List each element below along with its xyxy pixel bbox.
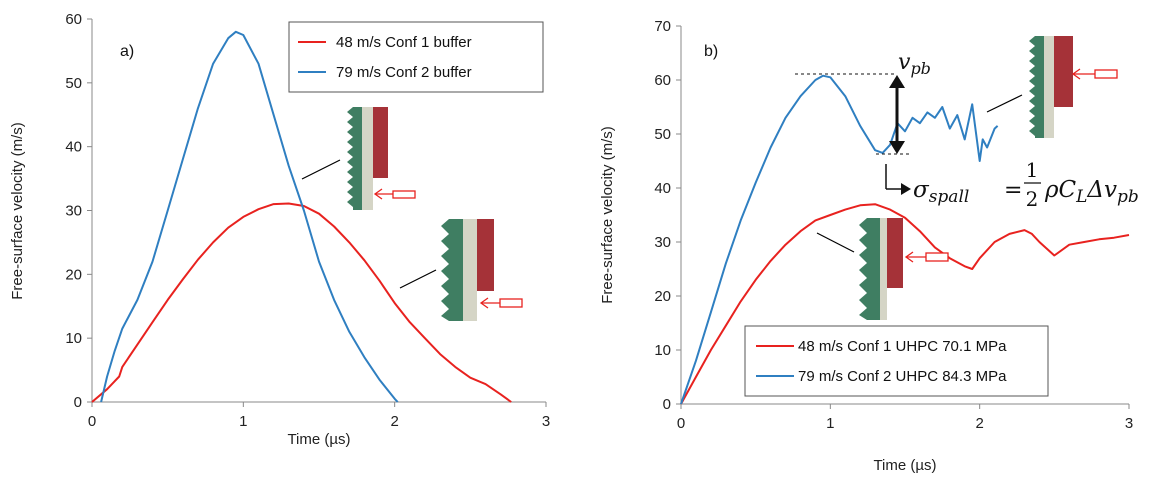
panel-b-y-axis-title: Free-surface velocity (m/s) [599, 126, 616, 304]
panel-b-formula-sigma: σ [913, 177, 930, 203]
panel-b-y-tick-label: 60 [654, 72, 671, 89]
panel-a-config2-concrete [353, 107, 362, 210]
panel-a-config2-buffer [362, 107, 373, 210]
panel-a-series-1-line [91, 202, 512, 403]
panel-b-config2-concrete [1035, 36, 1044, 138]
panel-a-x-tick-label: 3 [542, 413, 550, 430]
panel-a-config2-icon [301, 107, 416, 210]
panel-b-formula-arrowhead [901, 183, 911, 195]
panel-a: 0 10 20 30 40 50 60 0 1 2 3 a) Time (µs) Free-sur… [9, 11, 550, 448]
panel-b-series-2-line [680, 74, 999, 405]
panel-b-vpb-v: v [898, 50, 911, 75]
panel-b-config1-icon [816, 218, 949, 320]
panel-b-formula-rhoc-sub: L [1075, 187, 1087, 207]
panel-b-y-tick-label: 40 [654, 180, 671, 197]
panel-b-config1-buffer [880, 218, 887, 320]
panel-b-label: b) [704, 43, 718, 60]
panel-a-y-tick-label: 20 [65, 266, 82, 283]
panel-a-x-tick-label: 2 [390, 413, 398, 430]
panel-a-y-tick-label: 40 [65, 139, 82, 156]
panel-b-legend-label-1: 48 m/s Conf 1 UHPC 70.1 MPa [798, 338, 1007, 355]
panel-a-label: a) [120, 43, 134, 60]
panel-b-x-tick-label: 0 [677, 415, 685, 432]
panel-b-config2-arrow-head [1071, 68, 1081, 80]
panel-b-formula-rhoc: ρC [1044, 177, 1077, 203]
panel-a-config2-plate [373, 107, 388, 178]
panel-b-legend: 48 m/s Conf 1 UHPC 70.1 MPa 79 m/s Conf … [744, 325, 1049, 397]
panel-b-config1-concrete [867, 218, 880, 320]
panel-a-y-tick-label: 30 [65, 203, 82, 220]
panel-b-formula-delta-sub: pb [1117, 187, 1139, 207]
panel-b-y-tick-label: 30 [654, 234, 671, 251]
panel-a-y-tick-label: 10 [65, 330, 82, 347]
panel-a-config1-plate [477, 219, 494, 291]
panel-b-y-tick-label: 20 [654, 288, 671, 305]
panel-b-config2-teeth [1029, 36, 1035, 136]
panel-b-config1-plate [887, 218, 903, 288]
panel-a-config2-arrow-head [373, 188, 383, 200]
panel-b-x-axis-title: Time (µs) [873, 457, 936, 474]
panel-b-vpb-arrow-up [889, 75, 905, 88]
panel-a-config2-teeth [347, 107, 353, 207]
panel-a-config1-arrow-head [479, 297, 489, 309]
panel-a-legend-label-1: 48 m/s Conf 1 buffer [336, 34, 472, 51]
panel-b-y-tick-label: 10 [654, 342, 671, 359]
panel-b-vpb-label: vpb [898, 50, 931, 78]
panel-b-formula-lhs: σspall [913, 177, 969, 207]
panel-a-config1-buffer [463, 219, 477, 321]
panel-b-config2-leader [986, 94, 1023, 113]
panel-b: 0 10 20 30 40 50 60 70 0 1 2 3 b) Time (µs) Free-s… [599, 18, 1139, 474]
panel-a-legend-label-2: 79 m/s Conf 2 buffer [336, 64, 472, 81]
panel-b-formula-sigma-sub: spall [929, 187, 970, 207]
panel-b-vpb-sub: pb [910, 59, 930, 78]
panel-a-config1-teeth [441, 219, 449, 321]
panel-b-formula-eq: = [1004, 178, 1022, 203]
panel-a-config2-projectile [392, 190, 416, 199]
panel-b-y-tick-label: 70 [654, 18, 671, 35]
panel-b-x-tick-label: 3 [1125, 415, 1133, 432]
panel-a-y-tick-label: 0 [74, 394, 82, 411]
panel-a-y-tick-label: 60 [65, 11, 82, 28]
panel-b-config2-buffer [1044, 36, 1054, 138]
panel-a-config1-concrete [449, 219, 463, 321]
panel-b-pullback-annotation: vpb σspall = 1 2 ρCLΔvpb [795, 50, 1139, 211]
panel-b-legend-label-2: 79 m/s Conf 2 UHPC 84.3 MPa [798, 368, 1007, 385]
panel-b-formula-num: 1 [1026, 158, 1039, 182]
panel-a-config1-leader [399, 269, 437, 289]
panel-a-legend: 48 m/s Conf 1 buffer 79 m/s Conf 2 buffe… [288, 21, 544, 93]
panel-b-legend-box [744, 325, 1049, 397]
panel-a-series-2-line [100, 30, 399, 403]
panel-b-formula-rhs: ρCLΔvpb [1044, 177, 1139, 207]
panel-a-x-axis-title: Time (µs) [287, 431, 350, 448]
panel-b-x-tick-label: 1 [826, 415, 834, 432]
panel-b-spall-formula: σspall = 1 2 ρCLΔvpb [913, 158, 1139, 211]
panel-a-config2-leader [301, 159, 341, 180]
panel-b-x-tick-label: 2 [975, 415, 983, 432]
panel-b-config1-leader [816, 232, 855, 253]
panel-b-series-1-line [680, 203, 1130, 405]
panel-b-config1-teeth [859, 218, 867, 320]
panel-b-config1-projectile [925, 252, 949, 262]
panel-a-legend-box [288, 21, 544, 93]
panel-a-y-tick-label: 50 [65, 75, 82, 92]
panel-b-config1-arrow-head [904, 251, 914, 263]
panel-a-y-axis-title: Free-surface velocity (m/s) [9, 122, 26, 300]
panel-b-formula-delta: Δv [1086, 177, 1117, 203]
panel-b-y-tick-label: 50 [654, 126, 671, 143]
panel-a-config1-icon [399, 219, 523, 321]
panel-b-y-tick-label: 0 [663, 396, 671, 413]
panel-a-config1-projectile [499, 298, 523, 308]
panel-b-config2-icon [986, 36, 1118, 138]
panel-a-x-tick-label: 0 [88, 413, 96, 430]
panel-b-config2-plate [1054, 36, 1073, 107]
panel-b-vpb-arrow-down [889, 141, 905, 154]
panel-b-formula-den: 2 [1026, 187, 1039, 211]
panel-a-x-tick-label: 1 [239, 413, 247, 430]
panel-b-config2-projectile [1094, 69, 1118, 79]
